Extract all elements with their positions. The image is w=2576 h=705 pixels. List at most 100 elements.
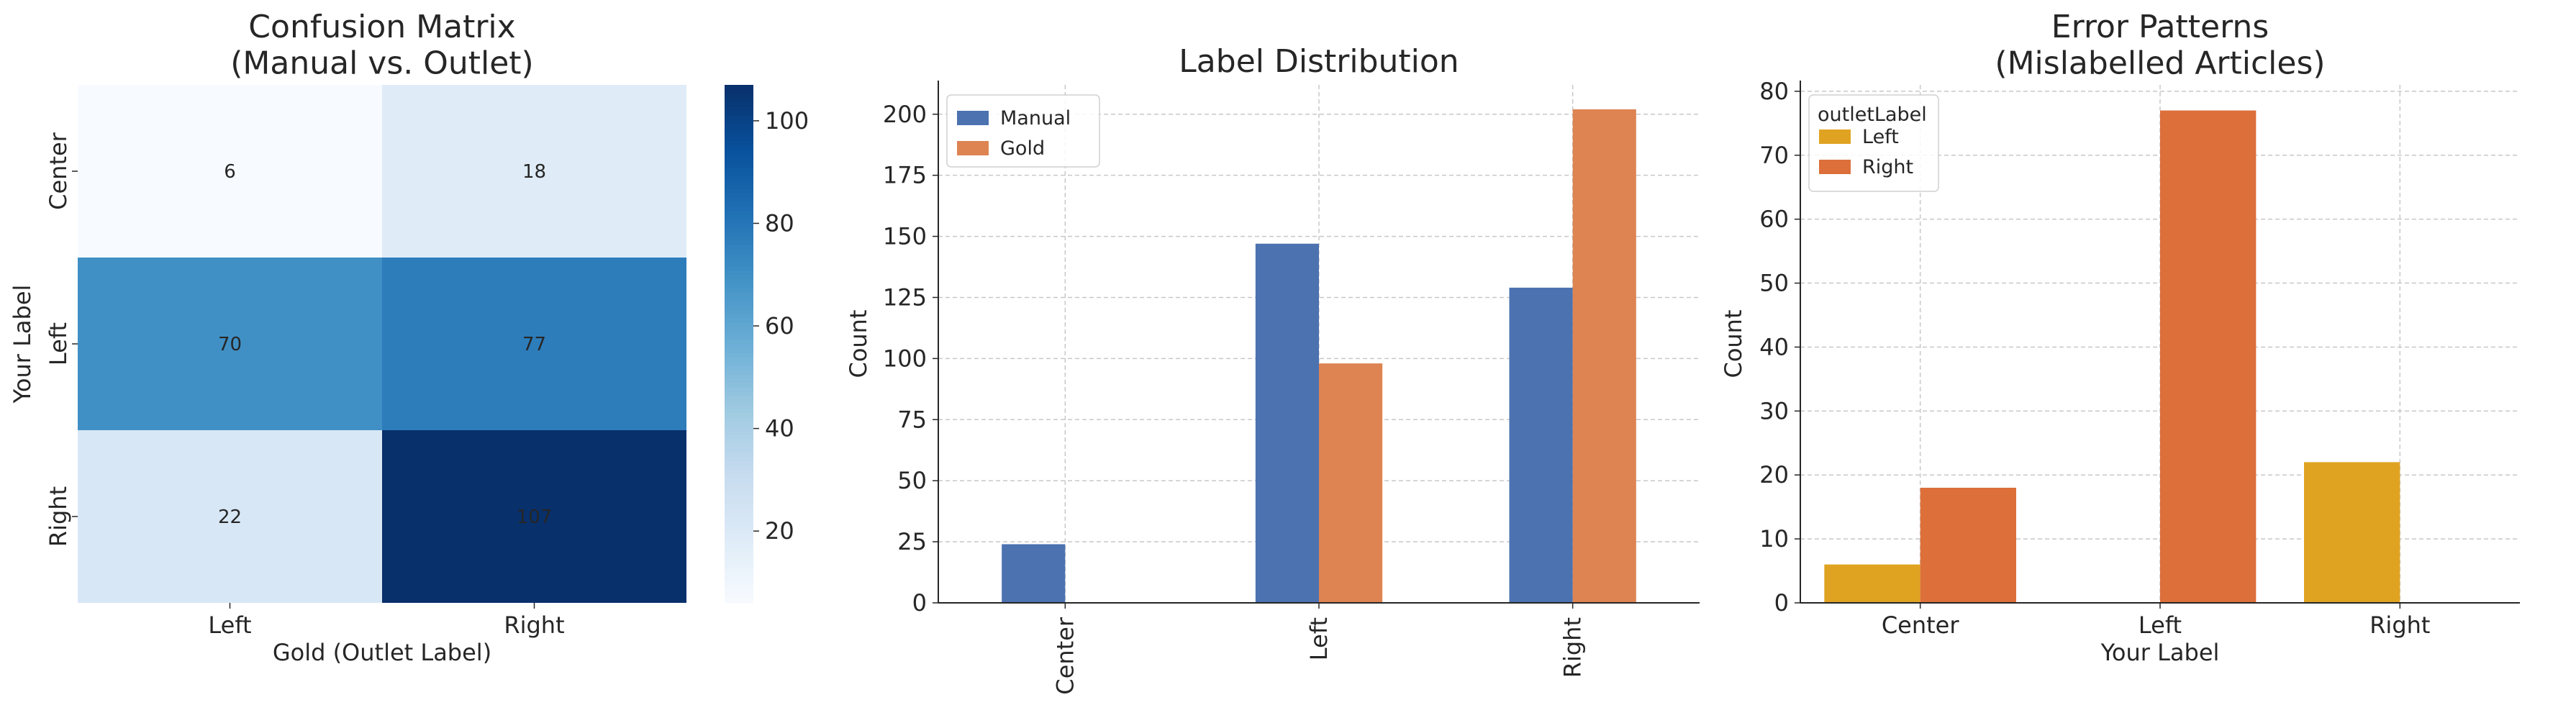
colorbar-segment xyxy=(725,396,753,401)
colorbar-segment xyxy=(725,542,753,547)
x-tick-label: Left xyxy=(208,611,251,639)
colorbar-segment xyxy=(725,538,753,543)
colorbar-segment xyxy=(725,439,753,444)
y-tick-label: 0 xyxy=(1774,589,1789,617)
colorbar-segment xyxy=(725,460,753,465)
colorbar-segment xyxy=(725,365,753,370)
heatmap-cell-label: 70 xyxy=(218,334,242,355)
colorbar-segment xyxy=(725,154,753,159)
y-tick-label: 50 xyxy=(1759,270,1789,297)
colorbar-segment xyxy=(725,529,753,535)
y-tick-label: 70 xyxy=(1759,142,1789,169)
colorbar-segment xyxy=(725,210,753,215)
legend-label: Right xyxy=(1862,156,1913,178)
colorbar-segment xyxy=(725,482,753,487)
colorbar-segment xyxy=(725,327,753,332)
colorbar-segment xyxy=(725,102,753,107)
colorbar-segment xyxy=(725,180,753,185)
colorbar-segment xyxy=(725,94,753,99)
colorbar-segment xyxy=(725,499,753,504)
y-tick-label: 175 xyxy=(883,162,927,189)
colorbar-segment xyxy=(725,184,753,189)
colorbar-segment xyxy=(725,193,753,198)
colorbar-segment xyxy=(725,331,753,336)
colorbar-segment xyxy=(725,413,753,418)
colorbar-segment xyxy=(725,197,753,202)
colorbar-segment xyxy=(725,223,753,228)
colorbar-segment xyxy=(725,456,753,461)
colorbar-segment xyxy=(725,309,753,314)
colorbar-segment xyxy=(725,361,753,366)
bar xyxy=(1572,109,1636,603)
colorbar-segment xyxy=(725,586,753,591)
colorbar-segment xyxy=(725,435,753,440)
colorbar-segment xyxy=(725,495,753,500)
colorbar-segment xyxy=(725,590,753,595)
y-axis-label: Count xyxy=(845,309,872,378)
colorbar-tick-label: 40 xyxy=(765,415,794,442)
chart-title: Confusion Matrix (Manual vs. Outlet) xyxy=(230,9,533,82)
colorbar-segment xyxy=(725,296,753,301)
colorbar-segment xyxy=(725,378,753,383)
colorbar-segment xyxy=(725,266,753,271)
legend-swatch xyxy=(1819,129,1851,144)
chart-title: Label Distribution xyxy=(1179,43,1459,80)
heatmap-cell-label: 18 xyxy=(522,161,546,183)
colorbar-segment xyxy=(725,547,753,552)
y-tick-label: 200 xyxy=(883,101,927,128)
legend-label: Left xyxy=(1862,126,1899,148)
colorbar-segment xyxy=(725,491,753,496)
legend-label: Gold xyxy=(1000,137,1045,160)
y-tick-label: 10 xyxy=(1759,525,1789,552)
colorbar-segment xyxy=(725,158,753,163)
colorbar-segment xyxy=(725,581,753,586)
y-tick-label: 125 xyxy=(883,283,927,311)
x-axis-label: Gold (Outlet Label) xyxy=(273,639,491,666)
colorbar-segment xyxy=(725,370,753,375)
colorbar-segment xyxy=(725,111,753,116)
colorbar-segment xyxy=(725,344,753,349)
y-axis-label: Your Label xyxy=(9,285,36,404)
colorbar-segment xyxy=(725,163,753,168)
colorbar-segment xyxy=(725,119,753,124)
bar xyxy=(2304,462,2400,603)
heatmap-cell-label: 107 xyxy=(517,506,553,528)
colorbar-segment xyxy=(725,486,753,491)
colorbar-segment xyxy=(725,322,753,327)
colorbar-segment xyxy=(725,258,753,263)
colorbar-segment xyxy=(725,573,753,578)
colorbar-segment xyxy=(725,426,753,431)
legend-title: outletLabel xyxy=(1818,104,1927,126)
x-tick-label: Right xyxy=(2369,611,2430,639)
colorbar-segment xyxy=(725,335,753,340)
colorbar-segment xyxy=(725,374,753,379)
colorbar-segment xyxy=(725,577,753,582)
colorbar-segment xyxy=(725,551,753,556)
colorbar-segment xyxy=(725,132,753,137)
bar xyxy=(1002,544,1066,603)
colorbar-tick-label: 100 xyxy=(765,107,809,135)
heatmap-cell xyxy=(382,85,686,258)
colorbar-segment xyxy=(725,98,753,103)
legend-swatch xyxy=(1819,160,1851,174)
colorbar-segment xyxy=(725,560,753,565)
colorbar-tick-label: 60 xyxy=(765,312,794,340)
colorbar-segment xyxy=(725,314,753,319)
y-tick-label: 25 xyxy=(897,528,927,555)
bar xyxy=(1920,488,2016,603)
colorbar-segment xyxy=(725,534,753,539)
colorbar-segment xyxy=(725,417,753,422)
colorbar-segment xyxy=(725,137,753,142)
colorbar-segment xyxy=(725,564,753,569)
x-tick-label: Left xyxy=(1305,617,1333,660)
colorbar-segment xyxy=(725,443,753,448)
y-tick-label: 75 xyxy=(897,406,927,433)
colorbar-segment xyxy=(725,145,753,150)
colorbar-segment xyxy=(725,270,753,276)
colorbar-segment xyxy=(725,171,753,176)
heatmap-cell xyxy=(78,430,382,603)
y-tick-label: Left xyxy=(45,322,72,365)
colorbar-segment xyxy=(725,292,753,297)
colorbar-segment xyxy=(725,176,753,181)
x-axis-label: Your Label xyxy=(2100,639,2220,666)
